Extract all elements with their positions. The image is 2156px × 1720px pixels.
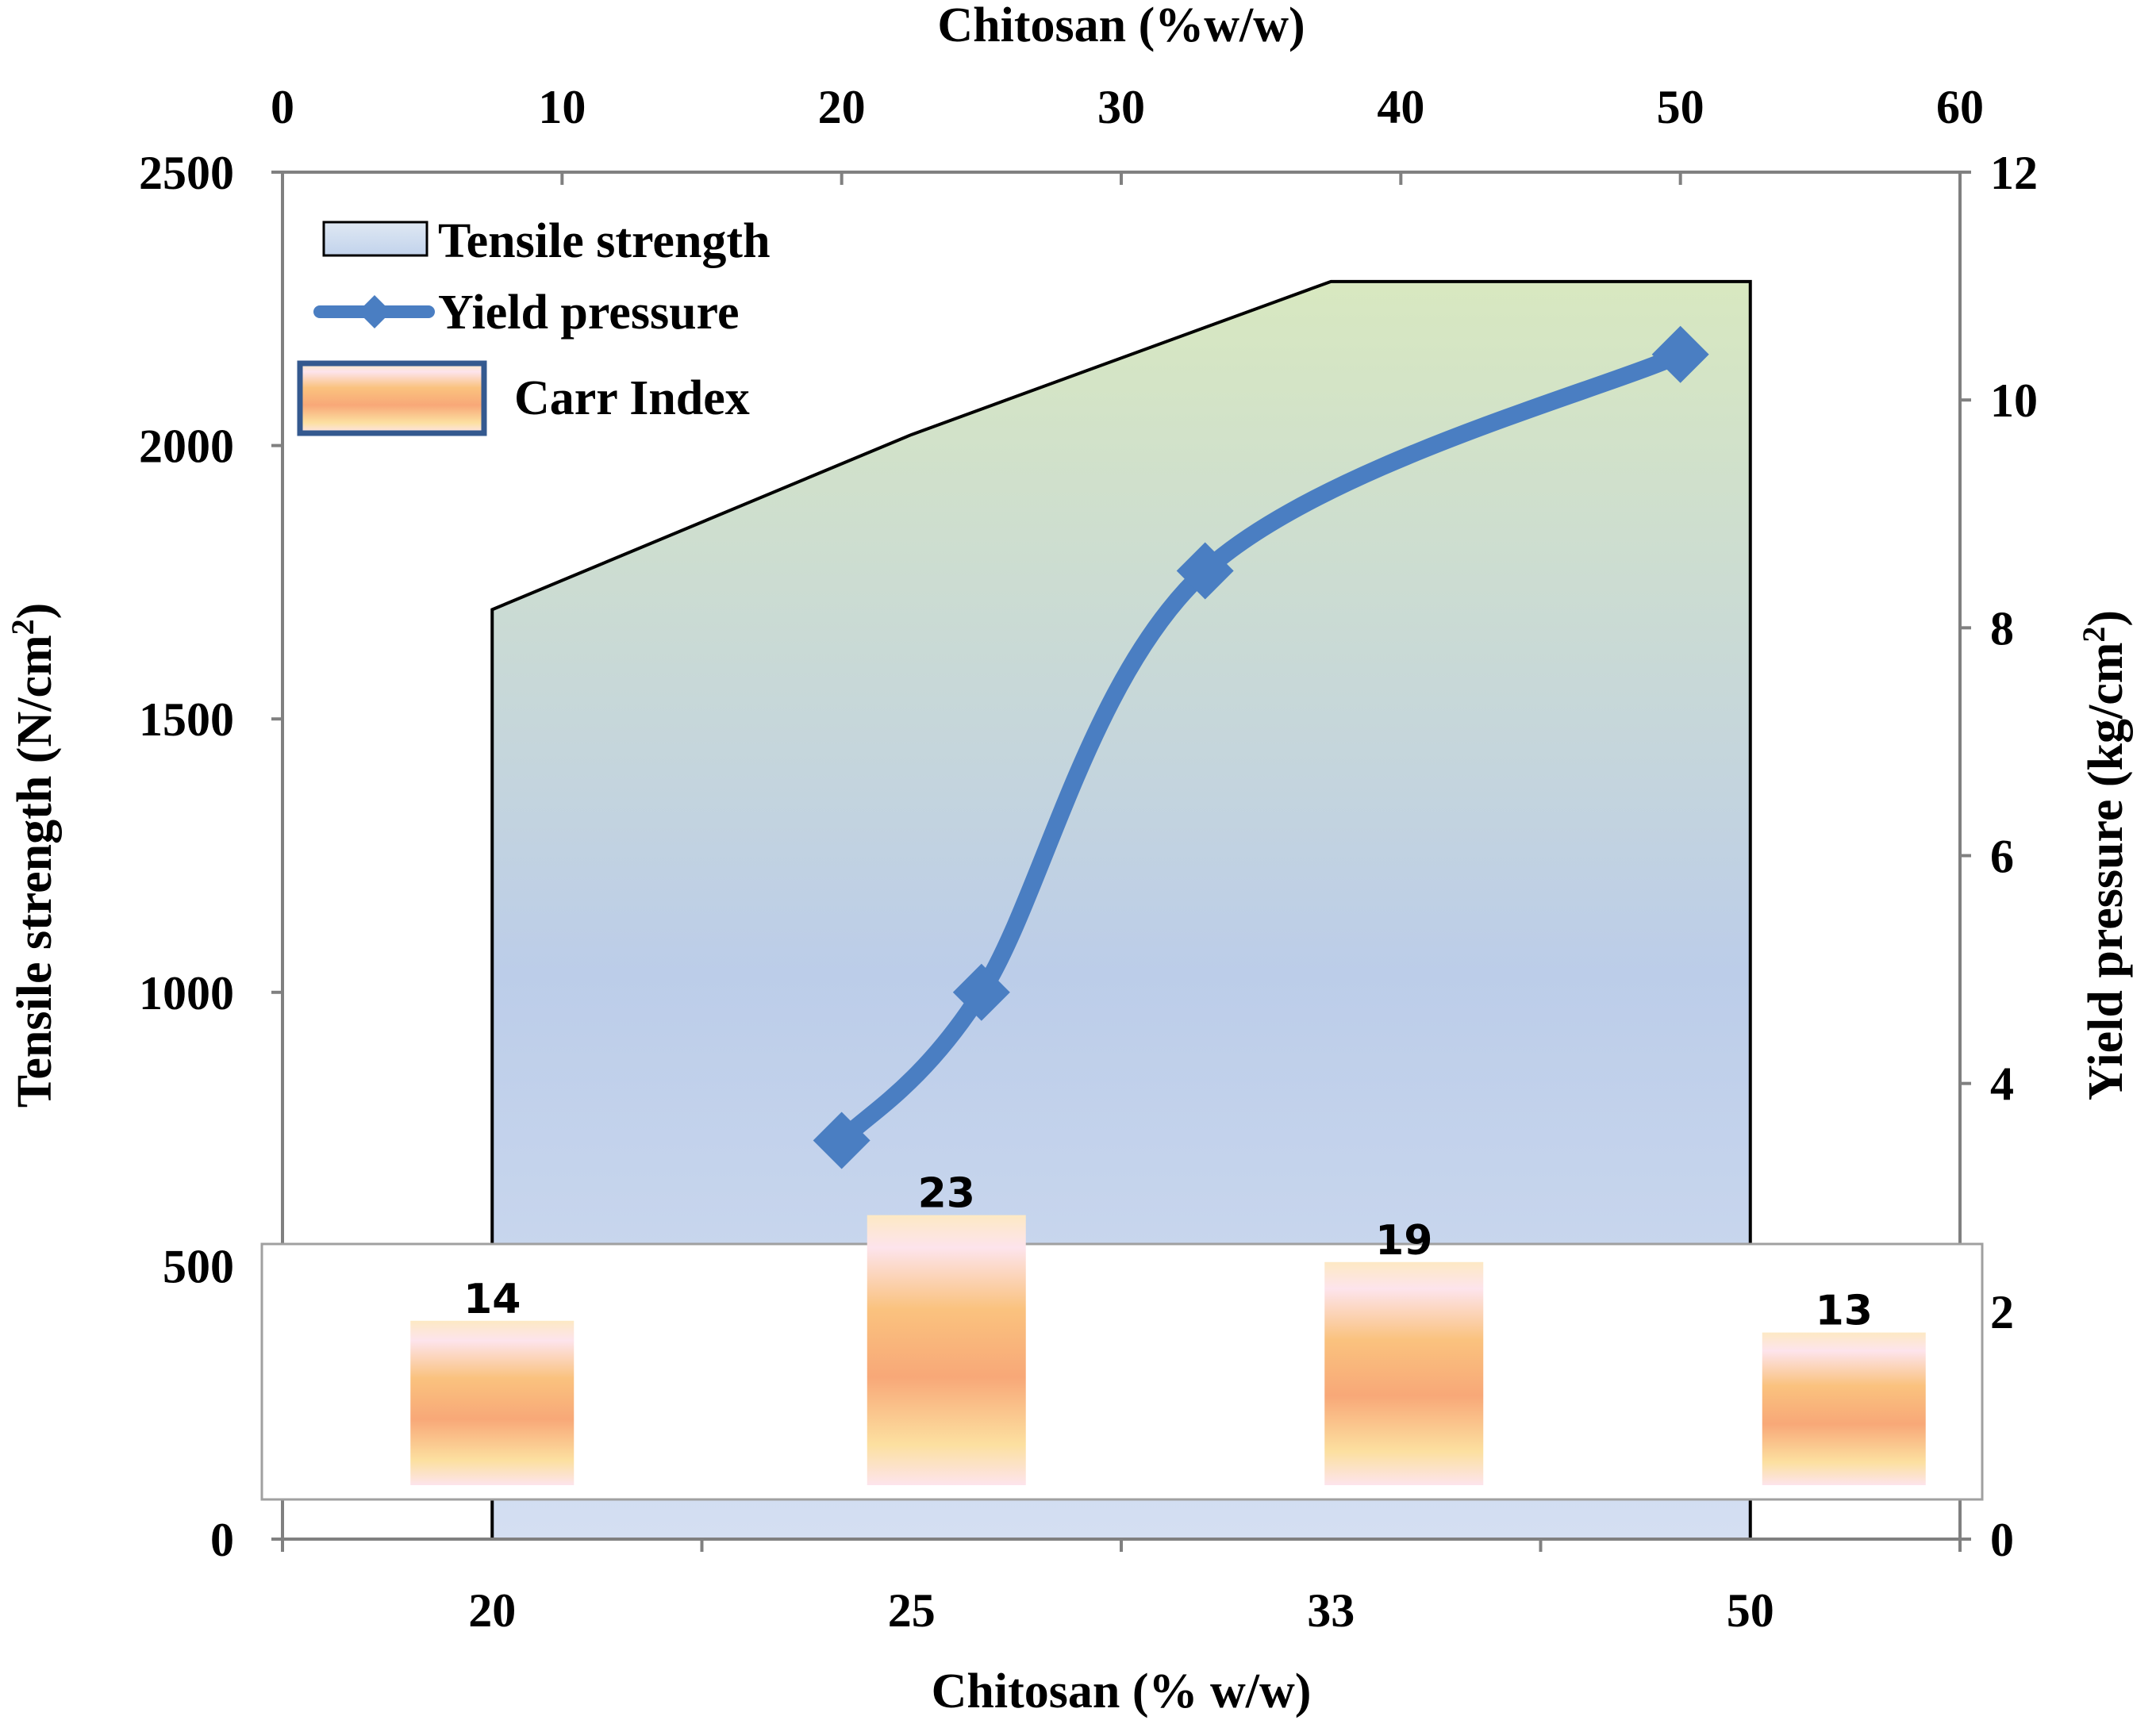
left-axis-title-end: )	[8, 603, 62, 620]
carr-index-bars: 14 23 19 13	[410, 1170, 1926, 1485]
left-axis-title: Tensile strength (N/cm2)	[5, 603, 62, 1108]
carr-index-bar	[1324, 1261, 1484, 1485]
carr-index-bar	[410, 1320, 575, 1485]
top-axis-tick-label: 0	[271, 81, 294, 133]
yield-pressure-line	[832, 345, 1689, 1150]
carr-index-data-label: 13	[1816, 1288, 1873, 1335]
right-axis-title: Yield pressure (kg/cm2)	[2076, 610, 2133, 1100]
yield-pressure-markers	[813, 325, 1709, 1169]
left-axis-tick-label: 0	[210, 1514, 234, 1566]
left-axis-tick-label: 1500	[139, 693, 234, 746]
top-axis-tick-label: 60	[1936, 81, 1984, 133]
carr-index-data-label: 14	[463, 1276, 521, 1323]
yield-pressure-marker	[813, 1111, 870, 1169]
right-axis-tick-label: 8	[1990, 602, 2014, 655]
right-axis-title-end: )	[2079, 610, 2133, 627]
right-axis-tick-label: 0	[1990, 1514, 2014, 1566]
bottom-axis-tick-label: 33	[1307, 1584, 1355, 1637]
carr-index-data-label: 19	[1375, 1217, 1432, 1265]
legend-label-tensile-strength: Tensile strength	[438, 214, 771, 268]
legend-swatch-tensile-strength	[322, 221, 429, 257]
left-axis-title-main: Tensile strength (N/cm	[8, 635, 62, 1108]
right-axis-title-sup: 2	[2076, 627, 2112, 643]
legend-swatch-carr-index	[297, 360, 487, 436]
left-axis-title-sup: 2	[5, 619, 40, 635]
tick-labels: 0 10 20 30 40 50 60 0 500 1000 1500 2000 2500 0 2 4 6 8 10…	[139, 81, 2038, 1637]
carr-index-bar	[867, 1215, 1026, 1485]
top-axis-tick-label: 10	[538, 81, 586, 133]
bottom-axis-tick-label: 20	[468, 1584, 516, 1637]
bottom-axis-tick-label: 25	[888, 1584, 936, 1637]
legend-swatch-yield-pressure-marker	[358, 295, 391, 328]
right-axis-tick-label: 12	[1990, 147, 2038, 199]
left-axis-tick-label: 500	[163, 1240, 234, 1292]
left-axis-tick-label: 1000	[139, 967, 234, 1019]
top-axis-tick-label: 20	[818, 81, 866, 133]
top-axis-tick-label: 50	[1657, 81, 1704, 133]
left-axis-tick-label: 2000	[139, 420, 234, 473]
right-axis-tick-label: 10	[1990, 374, 2038, 427]
bottom-axis-title: Chitosan (% w/w)	[932, 1664, 1312, 1718]
carr-index-data-label: 23	[918, 1170, 975, 1218]
left-axis-tick-label: 2500	[139, 147, 234, 199]
right-axis-tick-label: 2	[1990, 1286, 2014, 1338]
right-axis-title-main: Yield pressure (kg/cm	[2079, 643, 2133, 1101]
right-axis-tick-label: 4	[1990, 1058, 2014, 1111]
bottom-axis-tick-label: 50	[1727, 1584, 1774, 1637]
legend-label-carr-index: Carr Index	[514, 371, 750, 425]
yield-pressure-marker	[1651, 325, 1709, 383]
yield-pressure-marker	[952, 963, 1010, 1021]
right-axis-tick-label: 6	[1990, 831, 2014, 883]
legend-label-yield-pressure: Yield pressure	[438, 286, 739, 340]
legend: Tensile strength Yield pressure Carr Ind…	[297, 214, 771, 436]
top-axis-tick-label: 30	[1097, 81, 1145, 133]
top-axis-tick-label: 40	[1377, 81, 1424, 133]
tick-marks	[271, 171, 1971, 1552]
top-axis-title: Chitosan (%w/w)	[937, 0, 1305, 52]
carr-index-bar	[1762, 1332, 1926, 1485]
yield-pressure-marker	[1176, 542, 1234, 600]
